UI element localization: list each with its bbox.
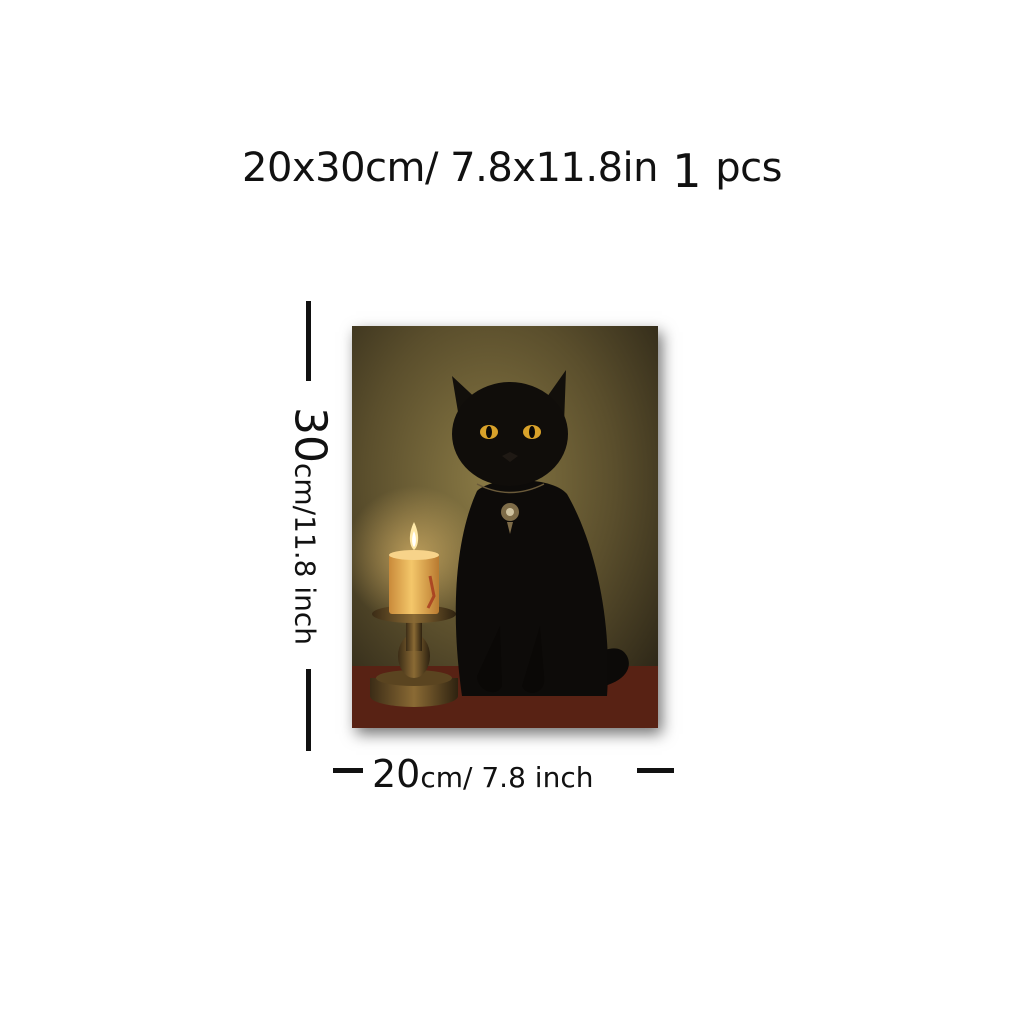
height-number: 30 — [284, 406, 336, 463]
candle — [389, 522, 439, 614]
width-dimension-line-left — [333, 768, 363, 773]
candle-holder — [370, 605, 458, 707]
width-number: 20 — [372, 752, 421, 796]
canvas-print-image — [352, 326, 658, 728]
height-unit-text: cm/11.8 inch — [288, 462, 322, 646]
quantity-unit: pcs — [715, 145, 782, 191]
height-dimension-line-bottom — [306, 669, 311, 751]
width-dimension-line-right — [637, 768, 674, 773]
product-size-title: 20x30cm/ 7.8x11.8in 1 pcs — [0, 138, 1024, 198]
width-dimension-label: 20cm/ 7.8 inch — [372, 752, 593, 796]
height-dimension-line-top — [306, 301, 311, 381]
black-cat — [452, 370, 629, 696]
quantity-number: 1 — [672, 144, 701, 198]
size-text: 20x30cm/ 7.8x11.8in — [242, 145, 658, 191]
width-unit-text: cm/ 7.8 inch — [420, 761, 594, 794]
